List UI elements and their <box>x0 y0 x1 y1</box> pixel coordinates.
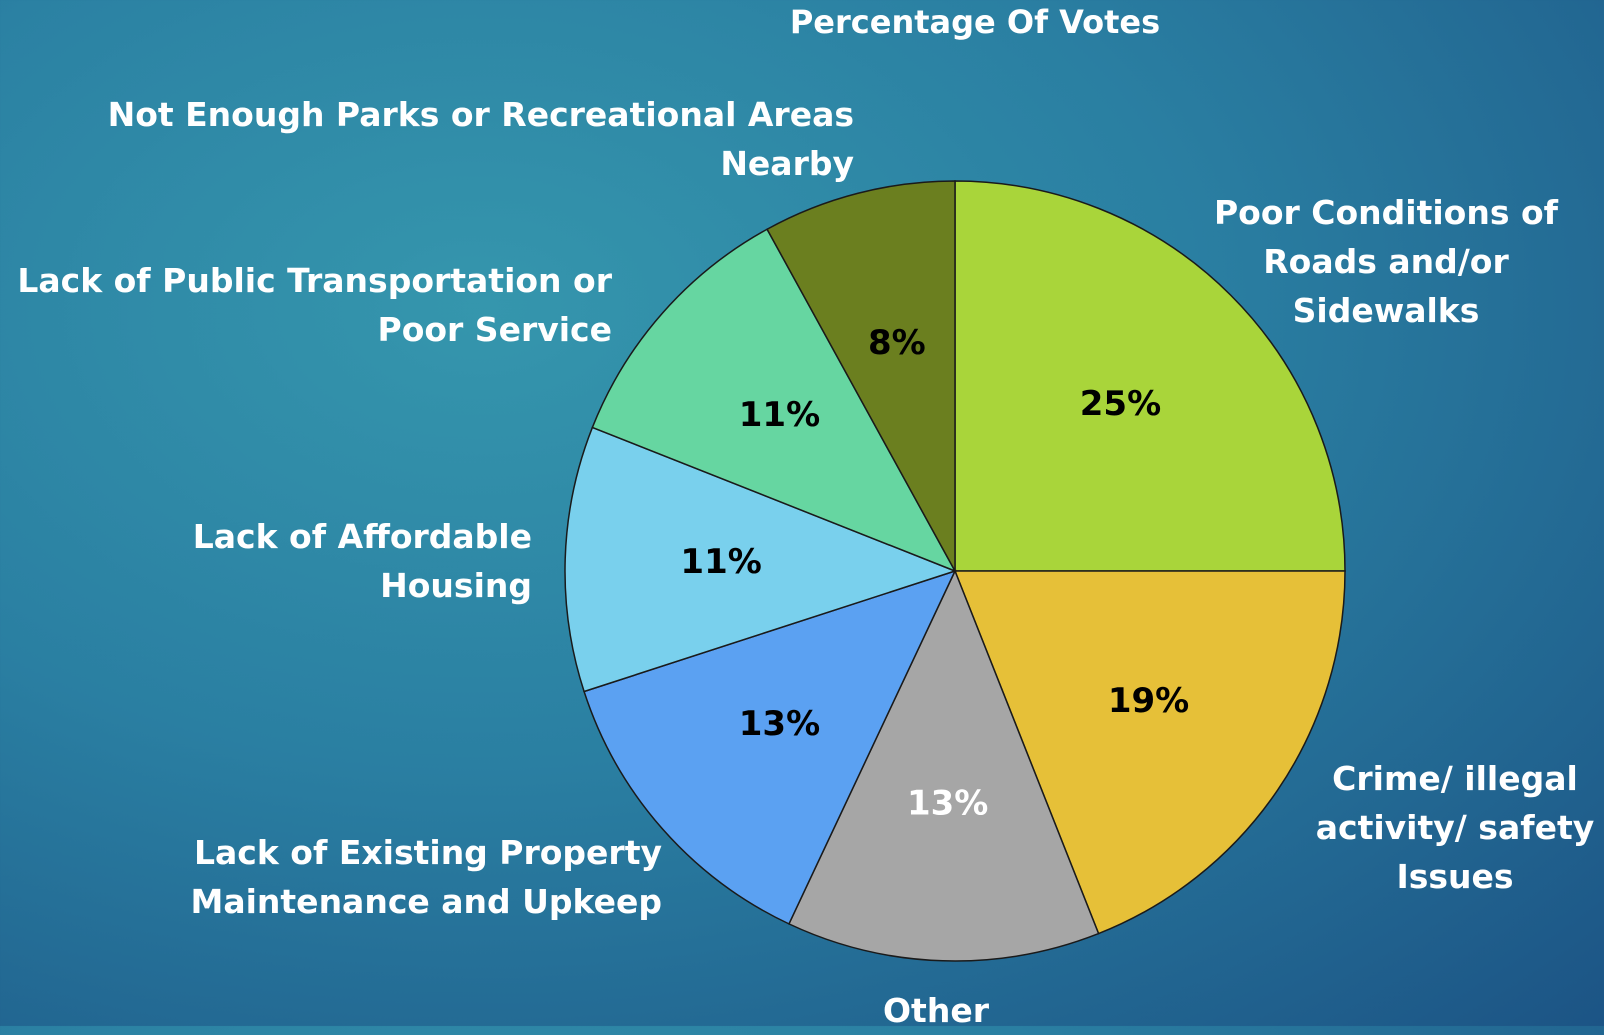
slice-category-label: Lack of Existing Property Maintenance an… <box>190 833 663 921</box>
slice-value-label: 25% <box>1080 384 1161 424</box>
slice-value-label: 11% <box>680 542 761 582</box>
slice-category-label: Lack of Affordable Housing <box>192 517 532 605</box>
pie-slice <box>564 426 958 693</box>
pie-slice <box>953 570 1346 935</box>
slice-category-label: Lack of Public Transportation or Poor Se… <box>17 261 612 349</box>
chart-title: Percentage Of Votes <box>790 3 1160 41</box>
slice-value-label: 13% <box>739 704 820 744</box>
pie-slice <box>787 569 1100 962</box>
slice-category-label: Not Enough Parks or Recreational Areas N… <box>107 95 854 183</box>
slice-value-label: 19% <box>1108 681 1189 721</box>
pie-slice <box>954 180 1346 572</box>
slice-category-label: Other <box>883 991 989 1030</box>
slice-value-label: 8% <box>868 323 926 363</box>
slice-category-label: Poor Conditions of Roads and/or Sidewalk… <box>1213 193 1559 330</box>
pie-slice <box>766 180 956 572</box>
pie-slice <box>583 569 957 925</box>
slice-category-label: Crime/ illegal activity/ safety Issues <box>1315 759 1595 896</box>
pie-slice <box>591 228 957 573</box>
slice-value-label: 11% <box>739 395 820 435</box>
slice-value-label: 13% <box>907 783 988 823</box>
